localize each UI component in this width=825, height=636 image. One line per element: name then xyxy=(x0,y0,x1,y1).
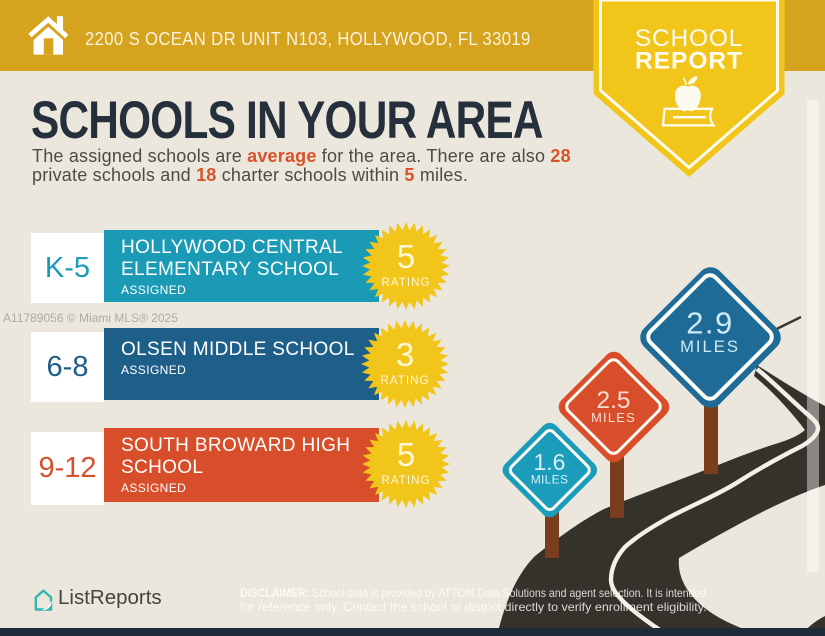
svg-text:MILES: MILES xyxy=(591,410,636,425)
svg-text:REPORT: REPORT xyxy=(635,48,743,75)
svg-text:MILES: MILES xyxy=(531,473,569,487)
svg-text:MILES: MILES xyxy=(680,337,740,356)
svg-text:2.9: 2.9 xyxy=(686,305,734,340)
svg-text:RATING: RATING xyxy=(381,474,430,487)
svg-text:SCHOOL: SCHOOL xyxy=(635,25,743,52)
svg-text:2.5: 2.5 xyxy=(596,387,630,414)
svg-text:5: 5 xyxy=(397,436,415,473)
svg-text:5: 5 xyxy=(397,238,415,275)
svg-text:RATING: RATING xyxy=(380,374,429,387)
svg-text:3: 3 xyxy=(396,336,414,373)
svg-text:RATING: RATING xyxy=(381,276,430,289)
svg-text:1.6: 1.6 xyxy=(534,449,566,475)
